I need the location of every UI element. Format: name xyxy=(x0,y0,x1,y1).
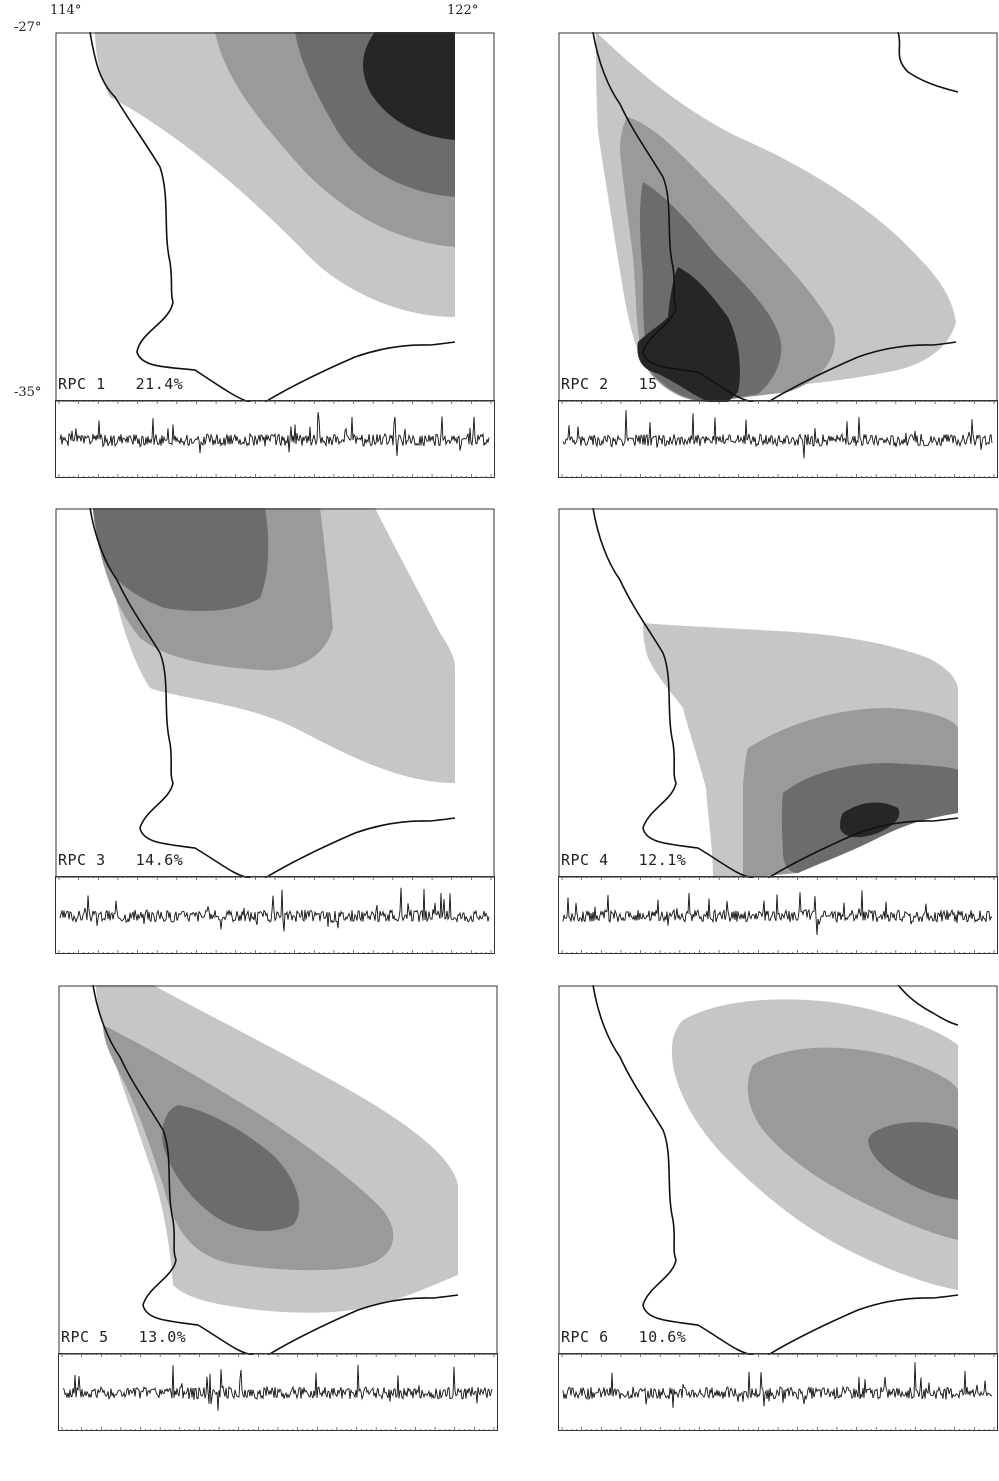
map-rpc-4 xyxy=(558,508,998,878)
panel-label: RPC 2 15 xyxy=(561,375,658,393)
contour-level-3 xyxy=(162,1105,300,1231)
coastline xyxy=(592,32,754,402)
lat-bottom-label: -35° xyxy=(14,385,42,400)
map-rpc-5 xyxy=(58,985,498,1355)
lon-right-label: 122° xyxy=(447,3,479,18)
time-series-rpc-3 xyxy=(55,876,495,954)
panel-rpc-6: RPC 6 10.6% xyxy=(558,985,998,1431)
panel-label: RPC 1 21.4% xyxy=(58,375,183,393)
time-series-rpc-1 xyxy=(55,400,495,478)
panel-label: RPC 3 14.6% xyxy=(58,851,183,869)
coastline xyxy=(897,32,959,93)
pc-time-series xyxy=(59,887,490,932)
panel-label: RPC 4 12.1% xyxy=(561,851,686,869)
variance-label: 15 xyxy=(638,375,658,393)
rpc-label: RPC 3 xyxy=(58,851,106,869)
coastline xyxy=(89,508,251,878)
map-rpc-2 xyxy=(558,32,998,402)
coastline xyxy=(92,985,254,1355)
ts-ticks xyxy=(561,876,995,954)
coastline xyxy=(264,341,456,402)
contour-level-3 xyxy=(93,508,269,611)
map-rpc-1 xyxy=(55,32,495,402)
coastline xyxy=(264,817,456,878)
panel-rpc-5: RPC 5 13.0% xyxy=(58,985,498,1431)
time-series-rpc-5 xyxy=(58,1353,498,1431)
variance-label: 13.0% xyxy=(138,1328,187,1346)
coastline xyxy=(897,985,959,1026)
panel-label: RPC 5 13.0% xyxy=(61,1328,186,1346)
panel-rpc-1: RPC 1 21.4% xyxy=(55,32,495,478)
variance-label: 10.6% xyxy=(638,1328,687,1346)
pc-time-series xyxy=(562,410,993,459)
lat-top-label: -27° xyxy=(14,20,42,35)
pc-time-series xyxy=(59,412,490,456)
coastline xyxy=(767,341,957,402)
map-rpc-3 xyxy=(55,508,495,878)
panel-rpc-2: RPC 2 15 xyxy=(558,32,998,478)
contour-level-4 xyxy=(363,32,455,140)
ts-ticks xyxy=(61,1353,495,1431)
rpc-label: RPC 5 xyxy=(61,1328,109,1346)
coastline xyxy=(592,508,754,878)
pc-time-series xyxy=(62,1364,493,1411)
ts-ticks xyxy=(561,400,995,478)
lon-left-label: 114° xyxy=(50,3,82,18)
contour-level-2 xyxy=(747,1047,958,1240)
variance-label: 12.1% xyxy=(638,851,687,869)
variance-label: 21.4% xyxy=(135,375,184,393)
variance-label: 14.6% xyxy=(135,851,184,869)
panel-rpc-3: RPC 3 14.6% xyxy=(55,508,495,954)
coastline xyxy=(767,817,959,878)
rpc-label: RPC 2 xyxy=(561,375,609,393)
contour-level-4 xyxy=(637,267,740,402)
rpc-label: RPC 1 xyxy=(58,375,106,393)
coastline xyxy=(267,1294,459,1355)
time-series-rpc-6 xyxy=(558,1353,998,1431)
time-series-rpc-4 xyxy=(558,876,998,954)
ts-frame xyxy=(558,876,998,954)
panel-rpc-4: RPC 4 12.1% xyxy=(558,508,998,954)
ts-ticks xyxy=(58,876,492,954)
map-rpc-6 xyxy=(558,985,998,1355)
coastline xyxy=(767,1294,959,1355)
ts-ticks xyxy=(561,1353,995,1431)
rpc-label: RPC 6 xyxy=(561,1328,609,1346)
rpc-label: RPC 4 xyxy=(561,851,609,869)
panel-label: RPC 6 10.6% xyxy=(561,1328,686,1346)
coastline xyxy=(592,985,754,1355)
contour-level-4 xyxy=(840,802,900,838)
ts-ticks xyxy=(58,400,492,478)
time-series-rpc-2 xyxy=(558,400,998,478)
pc-time-series xyxy=(562,890,993,936)
pc-time-series xyxy=(562,1362,993,1408)
contour-level-3 xyxy=(868,1122,958,1200)
coastline xyxy=(89,32,251,402)
